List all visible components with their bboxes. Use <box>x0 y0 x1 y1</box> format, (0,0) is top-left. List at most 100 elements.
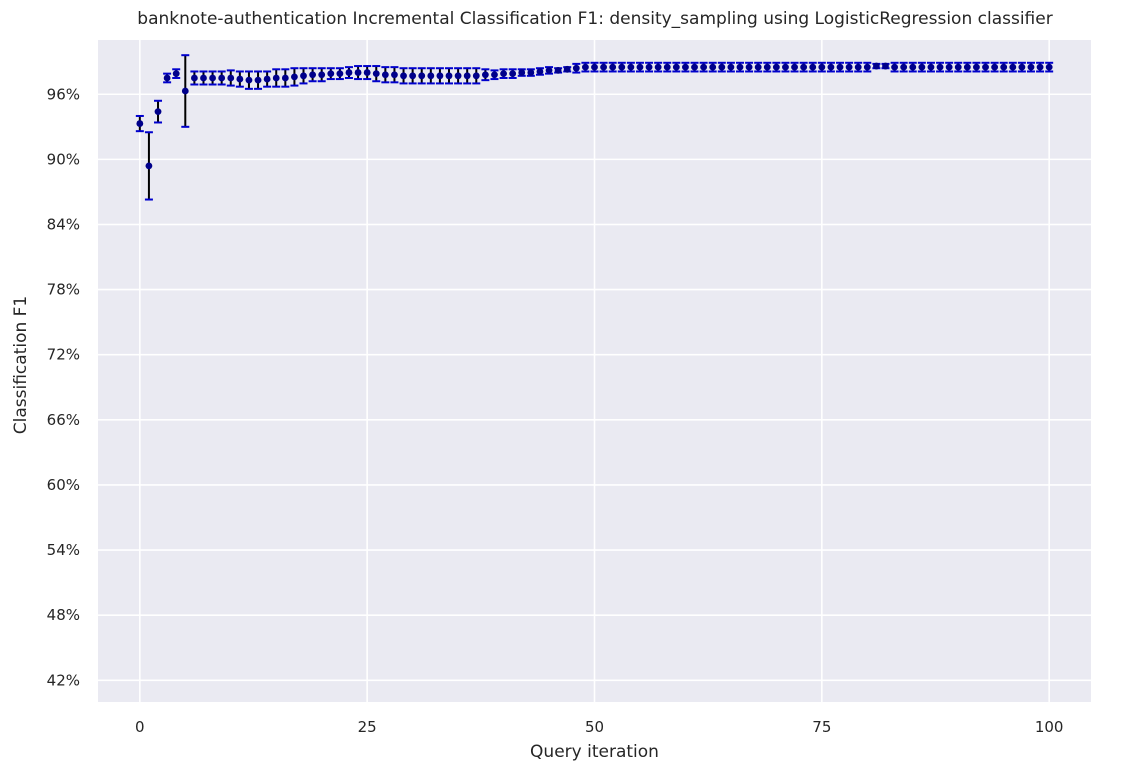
data-point <box>782 63 789 71</box>
data-point <box>354 69 362 76</box>
data-point <box>409 72 417 80</box>
y-tick-label: 54% <box>47 541 80 559</box>
data-point <box>1045 63 1053 71</box>
y-tick-label: 72% <box>47 346 80 364</box>
data-point <box>563 65 571 73</box>
data-point <box>763 63 771 71</box>
data-point <box>800 63 808 71</box>
data-point <box>745 63 753 71</box>
data-point <box>527 69 535 76</box>
data-point <box>327 70 335 78</box>
data-point <box>618 63 626 71</box>
gridlines <box>98 40 1091 702</box>
data-point <box>445 72 453 80</box>
data-point <box>882 62 889 70</box>
x-tick-label: 0 <box>135 718 145 736</box>
data-point <box>309 71 317 79</box>
data-point <box>418 72 426 80</box>
data-point <box>973 63 980 71</box>
data-point <box>936 63 944 71</box>
data-point <box>654 63 662 71</box>
data-point <box>272 74 280 82</box>
data-point <box>982 63 989 71</box>
data-point <box>591 63 598 71</box>
data-point <box>1009 63 1017 71</box>
data-point <box>709 63 717 71</box>
data-point <box>663 63 671 71</box>
data-point <box>172 70 180 78</box>
data-point <box>1000 63 1008 71</box>
y-tick-label: 78% <box>47 281 80 299</box>
data-point <box>345 69 353 76</box>
data-point <box>463 72 471 80</box>
data-point <box>718 63 726 71</box>
data-point <box>536 68 544 75</box>
data-point <box>154 108 162 116</box>
data-point <box>1018 63 1026 71</box>
data-point <box>945 63 953 71</box>
x-axis-label: Query iteration <box>530 742 659 762</box>
data-point <box>845 63 853 71</box>
data-point <box>872 62 880 70</box>
data-point <box>609 63 617 71</box>
data-point <box>136 120 144 127</box>
data-point <box>218 74 226 82</box>
data-point <box>682 63 689 71</box>
data-point <box>200 74 207 82</box>
data-point <box>909 63 917 71</box>
y-tick-labels: 42% 48% 54% 60% 66% 72% 78% 84% 90% 96% <box>47 85 80 689</box>
data-point <box>500 70 507 78</box>
data-point <box>518 69 526 76</box>
y-tick-label: 84% <box>47 215 80 233</box>
y-tick-label: 42% <box>47 671 80 689</box>
data-point <box>254 76 262 84</box>
data-point <box>854 63 862 71</box>
data-point <box>263 75 271 83</box>
data-point <box>336 70 344 78</box>
data-point <box>281 74 289 82</box>
data-point <box>181 87 189 95</box>
y-tick-label: 48% <box>47 606 80 624</box>
y-tick-label: 90% <box>47 150 80 168</box>
data-point <box>818 63 826 71</box>
y-axis-label: Classification F1 <box>11 295 31 435</box>
data-point <box>381 71 389 79</box>
data-point <box>545 66 553 74</box>
data-point <box>318 71 326 79</box>
data-point <box>372 70 380 78</box>
data-point <box>190 74 198 82</box>
data-point <box>209 74 216 82</box>
data-point <box>363 69 371 76</box>
data-point <box>491 71 498 79</box>
chart-title: banknote-authentication Incremental Clas… <box>137 9 1053 29</box>
x-tick-label: 75 <box>812 718 831 736</box>
data-point <box>727 63 735 71</box>
y-tick-label: 60% <box>47 476 80 494</box>
data-point <box>227 74 235 82</box>
data-point <box>291 73 298 81</box>
data-point <box>436 72 444 80</box>
data-point <box>636 63 644 71</box>
data-point <box>1027 63 1035 71</box>
data-point <box>1036 63 1044 71</box>
data-point <box>300 72 307 80</box>
data-point <box>400 72 407 80</box>
data-point <box>927 63 935 71</box>
y-tick-label: 66% <box>47 411 80 429</box>
data-point <box>918 63 926 71</box>
data-point <box>672 63 680 71</box>
x-tick-label: 25 <box>358 718 377 736</box>
data-point <box>954 63 962 71</box>
data-point <box>772 63 780 71</box>
data-point <box>454 72 462 80</box>
data-point <box>245 76 253 84</box>
data-point <box>582 63 589 71</box>
data-point <box>236 75 244 83</box>
data-point <box>863 63 871 71</box>
data-point <box>827 63 835 71</box>
data-point <box>427 72 435 80</box>
data-point <box>600 63 607 71</box>
data-point <box>554 66 562 74</box>
data-point <box>700 63 708 71</box>
